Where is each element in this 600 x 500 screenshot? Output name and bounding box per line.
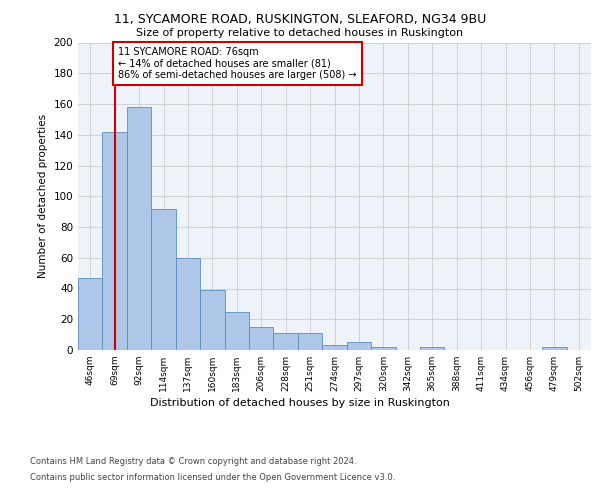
Text: Contains HM Land Registry data © Crown copyright and database right 2024.: Contains HM Land Registry data © Crown c… xyxy=(30,458,356,466)
Bar xyxy=(347,342,371,350)
Text: Size of property relative to detached houses in Ruskington: Size of property relative to detached ho… xyxy=(136,28,464,38)
Text: 11, SYCAMORE ROAD, RUSKINGTON, SLEAFORD, NG34 9BU: 11, SYCAMORE ROAD, RUSKINGTON, SLEAFORD,… xyxy=(114,12,486,26)
Bar xyxy=(78,278,103,350)
Text: Distribution of detached houses by size in Ruskington: Distribution of detached houses by size … xyxy=(150,398,450,407)
Bar xyxy=(274,333,298,350)
Y-axis label: Number of detached properties: Number of detached properties xyxy=(38,114,48,278)
Bar xyxy=(298,333,322,350)
Bar xyxy=(200,290,224,350)
Bar xyxy=(176,258,200,350)
Bar xyxy=(224,312,249,350)
Bar xyxy=(151,208,176,350)
Bar xyxy=(371,347,395,350)
Bar xyxy=(420,347,445,350)
Bar xyxy=(103,132,127,350)
Bar xyxy=(249,327,274,350)
Text: 11 SYCAMORE ROAD: 76sqm
← 14% of detached houses are smaller (81)
86% of semi-de: 11 SYCAMORE ROAD: 76sqm ← 14% of detache… xyxy=(118,47,357,80)
Bar xyxy=(127,107,151,350)
Bar xyxy=(542,347,566,350)
Bar xyxy=(322,346,347,350)
Text: Contains public sector information licensed under the Open Government Licence v3: Contains public sector information licen… xyxy=(30,472,395,482)
